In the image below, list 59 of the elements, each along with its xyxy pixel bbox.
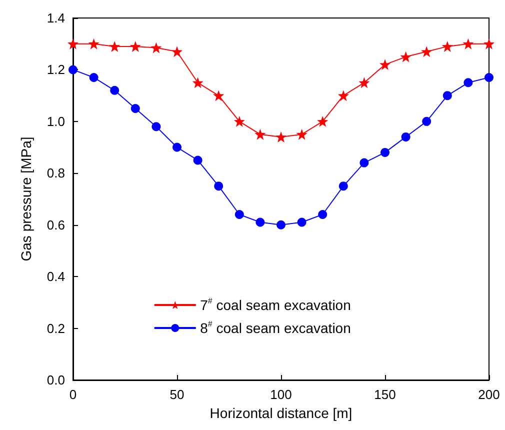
point: [401, 132, 410, 142]
point: [484, 72, 494, 82]
point: [130, 104, 140, 113]
point: [360, 158, 369, 168]
point: [152, 122, 161, 132]
point: [421, 46, 432, 58]
point: [442, 91, 452, 100]
legend-label: 7# coal seam excavation: [200, 296, 351, 313]
point: [130, 40, 141, 52]
point: [68, 38, 78, 50]
point: [318, 210, 328, 220]
point: [234, 116, 245, 127]
point: [192, 77, 204, 88]
point: [89, 72, 98, 82]
point: [88, 38, 100, 50]
x-axis-title: Horizontal distance [m]: [210, 404, 352, 421]
point: [317, 116, 328, 127]
x-tick-label: 100: [270, 387, 292, 402]
point: [380, 59, 390, 70]
x-tick-label: 0: [69, 387, 77, 402]
point: [172, 142, 182, 152]
point: [109, 40, 120, 52]
point: [338, 90, 349, 102]
point: [462, 38, 474, 50]
point: [422, 116, 432, 126]
point: [68, 65, 78, 74]
point: [400, 51, 412, 62]
y-tick-label: 1.2: [46, 62, 65, 78]
point: [214, 182, 224, 191]
y-tick-label: 0.4: [46, 269, 65, 284]
point: [338, 182, 348, 191]
point: [213, 90, 224, 102]
point: [442, 40, 453, 52]
point: [296, 128, 308, 140]
y-tick-label: 0.0: [46, 372, 65, 388]
point: [358, 77, 370, 88]
point: [276, 131, 286, 142]
point: [380, 148, 390, 157]
y-tick-label: 0.6: [46, 217, 65, 232]
legend-label: 8# coal seam excavation: [200, 320, 351, 336]
point: [297, 218, 306, 227]
point: [234, 210, 244, 220]
point: [276, 220, 286, 230]
x-tick-label: 150: [374, 387, 396, 402]
y-tick-label: 1.0: [46, 114, 65, 129]
point: [254, 128, 266, 140]
y-tick-label: 1.4: [46, 10, 65, 26]
x-tick-label: 50: [170, 387, 184, 402]
point: [193, 156, 202, 165]
point: [172, 46, 182, 58]
point: [150, 42, 162, 54]
y-tick-label: 0.8: [46, 166, 65, 181]
x-tick-label: 200: [478, 387, 500, 402]
point: [110, 86, 120, 95]
point: [256, 218, 265, 227]
y-tick-label: 0.2: [46, 320, 65, 336]
point: [464, 78, 473, 88]
y-axis-title: Gas pressure [MPa]: [18, 136, 34, 262]
point: [484, 38, 494, 50]
